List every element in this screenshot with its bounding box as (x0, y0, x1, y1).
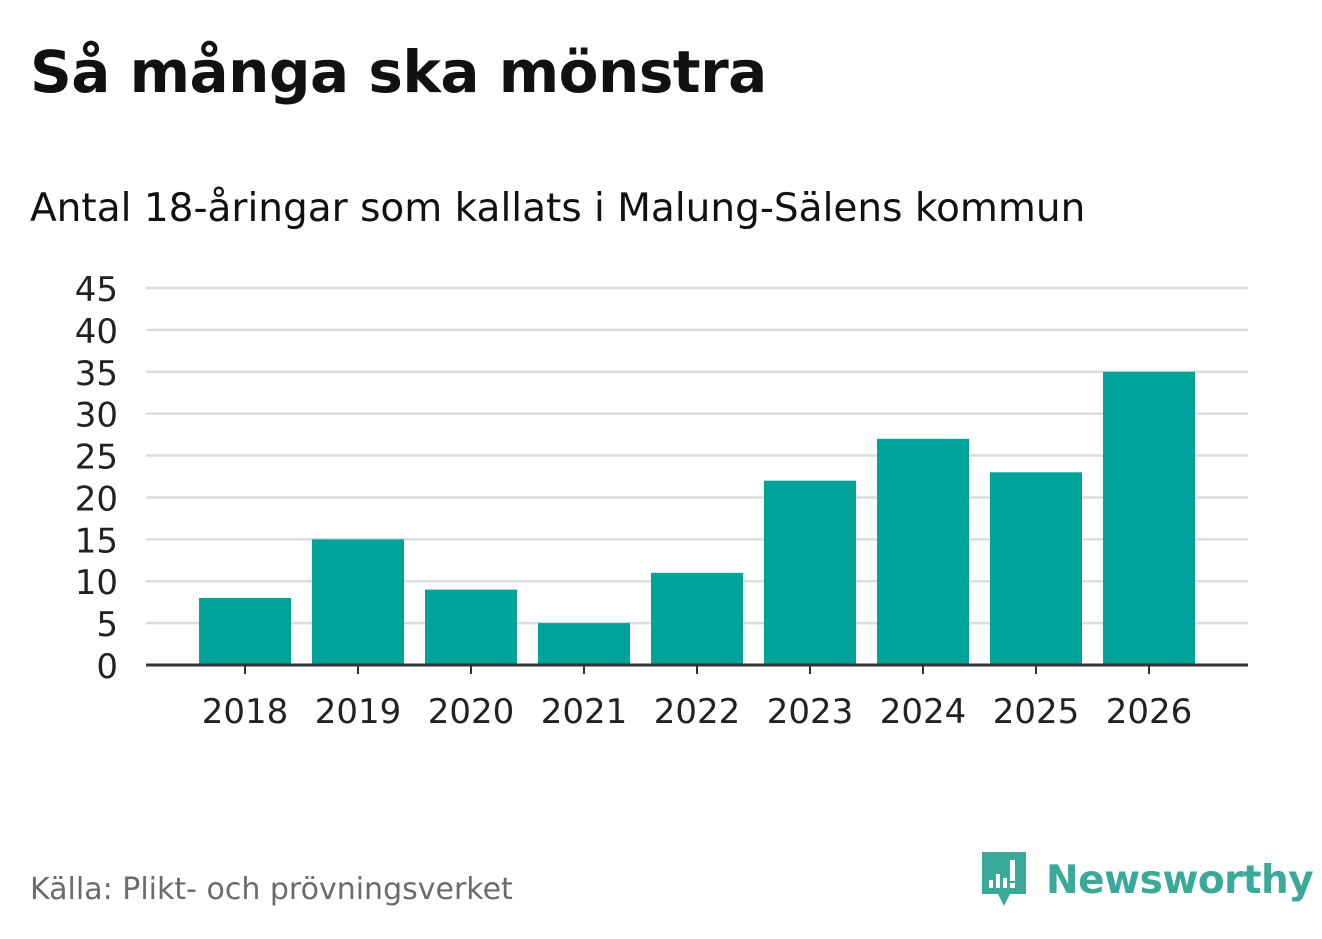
y-tick-label: 30 (75, 396, 118, 436)
y-tick-label: 0 (96, 647, 118, 687)
bar-2025 (990, 472, 1082, 665)
chart-title: Så många ska mönstra (30, 38, 767, 106)
newsworthy-logo: Newsworthy (980, 850, 1314, 910)
bars (199, 371, 1195, 665)
bar-2020 (425, 589, 517, 665)
x-tick-label: 2019 (315, 692, 402, 732)
bar-2019 (312, 539, 404, 665)
x-tick-label: 2022 (654, 692, 741, 732)
logo-text: Newsworthy (1046, 857, 1314, 903)
y-tick-label: 40 (75, 312, 118, 352)
x-tick-label: 2024 (880, 692, 967, 732)
x-axis: 2018 2019 2020 2021 2022 2023 2024 2025 2026 (146, 663, 1248, 732)
bar-2021 (538, 623, 630, 665)
source-note: Källa: Plikt- och prövningsverket (30, 872, 513, 907)
x-tick-label: 2020 (428, 692, 515, 732)
x-tick-label: 2018 (202, 692, 289, 732)
y-tick-label: 5 (96, 605, 118, 645)
x-tick-label: 2021 (541, 692, 628, 732)
y-tick-label: 25 (75, 438, 118, 478)
y-tick-label: 15 (75, 521, 118, 561)
chart-subtitle: Antal 18-åringar som kallats i Malung-Sä… (30, 186, 1086, 231)
x-tick-label: 2023 (767, 692, 854, 732)
newsworthy-chart-bubble-icon (982, 852, 1026, 906)
x-tick-label: 2025 (993, 692, 1080, 732)
y-tick-label: 20 (75, 479, 118, 519)
bar-2023 (764, 480, 856, 665)
bar-2024 (877, 438, 969, 665)
bar-2018 (199, 597, 291, 665)
bar-2026 (1103, 371, 1195, 665)
bar-2022 (651, 572, 743, 665)
x-tick-label: 2026 (1106, 692, 1193, 732)
y-tick-label: 10 (75, 563, 118, 603)
y-tick-label: 45 (75, 270, 118, 310)
y-tick-label: 35 (75, 354, 118, 394)
